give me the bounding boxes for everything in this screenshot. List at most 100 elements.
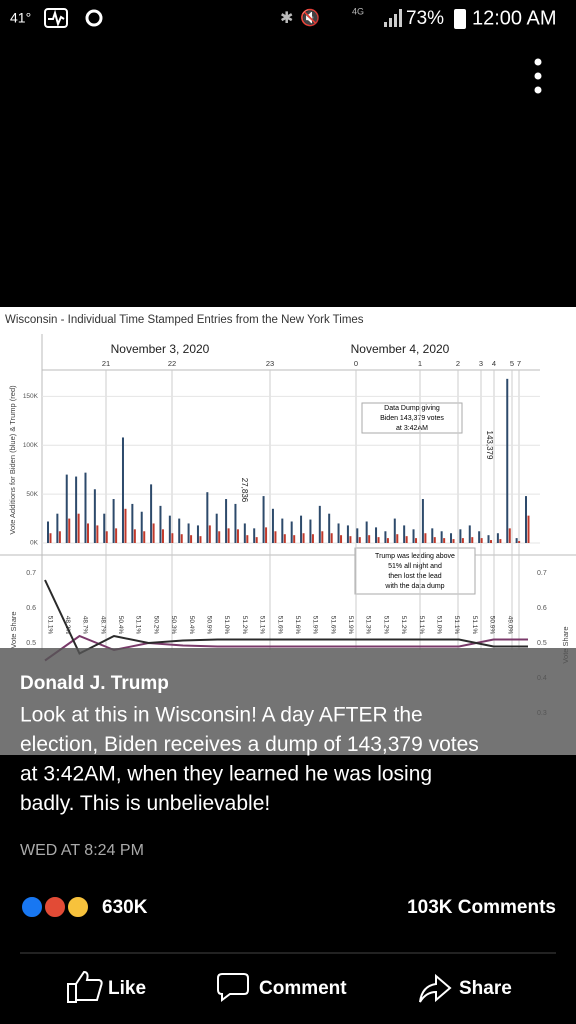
trump-bar [86,523,89,543]
trump-bar [311,534,314,543]
share-value-label: 50.9% [489,616,496,635]
share-value-label: 51.1% [259,616,266,635]
biden-bar [140,511,143,543]
biden-bar [281,518,284,543]
biden-bar [328,513,331,543]
post-text-line: badly. This is unbelievable! [20,792,270,815]
share-value-label: 50.4% [188,616,195,635]
like-button-icon[interactable] [67,970,103,1003]
comment-count[interactable]: 103K Comments [407,897,556,918]
annotation: Data Dump giving [384,405,440,412]
share-value-label: 50.4% [117,616,124,635]
biden-bar [187,523,190,543]
bar-label: 27,836 [240,478,249,503]
trump-bar [508,528,511,543]
biden-bar [337,523,340,543]
share-tick-label: 0.7 [26,570,36,577]
trump-bar [58,531,61,543]
hour-label: 7 [517,359,521,368]
hour-label: 23 [266,359,274,368]
annotation: Trump was leading above 51% all night and… [375,553,455,590]
biden-bar [225,499,228,543]
y-tick-label: 50K [26,491,38,498]
timestamp: WED AT 8:24 PM [20,842,144,859]
trump-bar [527,515,530,543]
trump-bar [96,525,99,543]
trump-bar [396,534,399,543]
date-label: November 4, 2020 [351,342,450,356]
trump-bar [415,538,418,543]
trump-bar [68,518,71,543]
time: 12:00 AM [472,7,557,29]
biden-bar [243,523,246,543]
like-button[interactable]: Like [108,978,146,999]
trump-bar [265,527,268,543]
biden-bar [84,472,87,543]
biden-bar [196,525,199,543]
temperature: 41° [10,10,31,26]
reaction-count[interactable]: 630K [102,897,148,918]
biden-bar [206,492,209,543]
menu[interactable] [534,86,542,94]
biden-bar [496,533,499,543]
trump-bar [518,541,521,543]
share-tick-label: 0.5 [537,640,547,647]
post-text: Look at this in Wisconsin! A day AFTER t… [20,704,479,816]
hour-label: 1 [418,359,422,368]
comment-button-icon[interactable] [217,973,249,1002]
icon [85,9,103,27]
biden-bar [375,527,378,543]
comment-button[interactable]: Comment [259,978,347,999]
biden-bar [515,538,518,543]
share-value-label: 50.2% [152,616,159,635]
biden-bar [112,499,115,543]
trump-bar [330,533,333,543]
biden-bar [253,528,256,543]
share-value-label: 48.2% [64,616,71,635]
share-value-label: 51.6% [294,616,301,635]
angry-icon [43,895,67,919]
biden-bar [459,529,462,543]
trump-bar [452,539,455,543]
trump-bar [105,531,108,543]
icon: ✱ [280,10,293,27]
menu[interactable] [534,58,542,66]
bar-label: 143,379 [485,431,494,460]
biden-bar [159,505,162,543]
share-value-label: 51.2% [241,616,248,635]
trump-bar [199,536,202,543]
share-value-label: 51.6% [276,616,283,635]
icon: 🔇 [300,8,320,27]
trump-bar [236,529,239,543]
trump-bar [433,537,436,543]
trump-bar [302,533,305,543]
author[interactable]: Donald J. Trump [20,673,169,694]
trump-bar [480,538,483,543]
trump-bar [340,535,343,543]
biden-bar [178,518,181,543]
biden-bar [412,529,415,543]
y-tick-label: 100K [23,442,39,449]
share-button-icon[interactable] [419,973,452,1003]
biden-bar [431,528,434,543]
menu[interactable] [534,72,542,80]
trump-bar [377,537,380,543]
share-line [44,634,528,662]
trump-bar [180,534,183,543]
trump-bar [274,531,277,543]
trump-bar [405,536,408,543]
share-value-label: 50.9% [206,616,213,635]
chart-title: Wisconsin - Individual Time Stamped Entr… [5,314,364,326]
share-value-label: 48.7% [82,616,89,635]
icon [384,22,387,27]
share-value-label: 50.3% [170,616,177,635]
biden-bar [506,378,509,543]
biden-bar [318,505,321,543]
share-button[interactable]: Share [459,978,512,999]
trump-bar [190,535,193,543]
biden-bar [356,528,359,543]
trump-bar [490,540,493,543]
trump-bar [293,535,296,543]
